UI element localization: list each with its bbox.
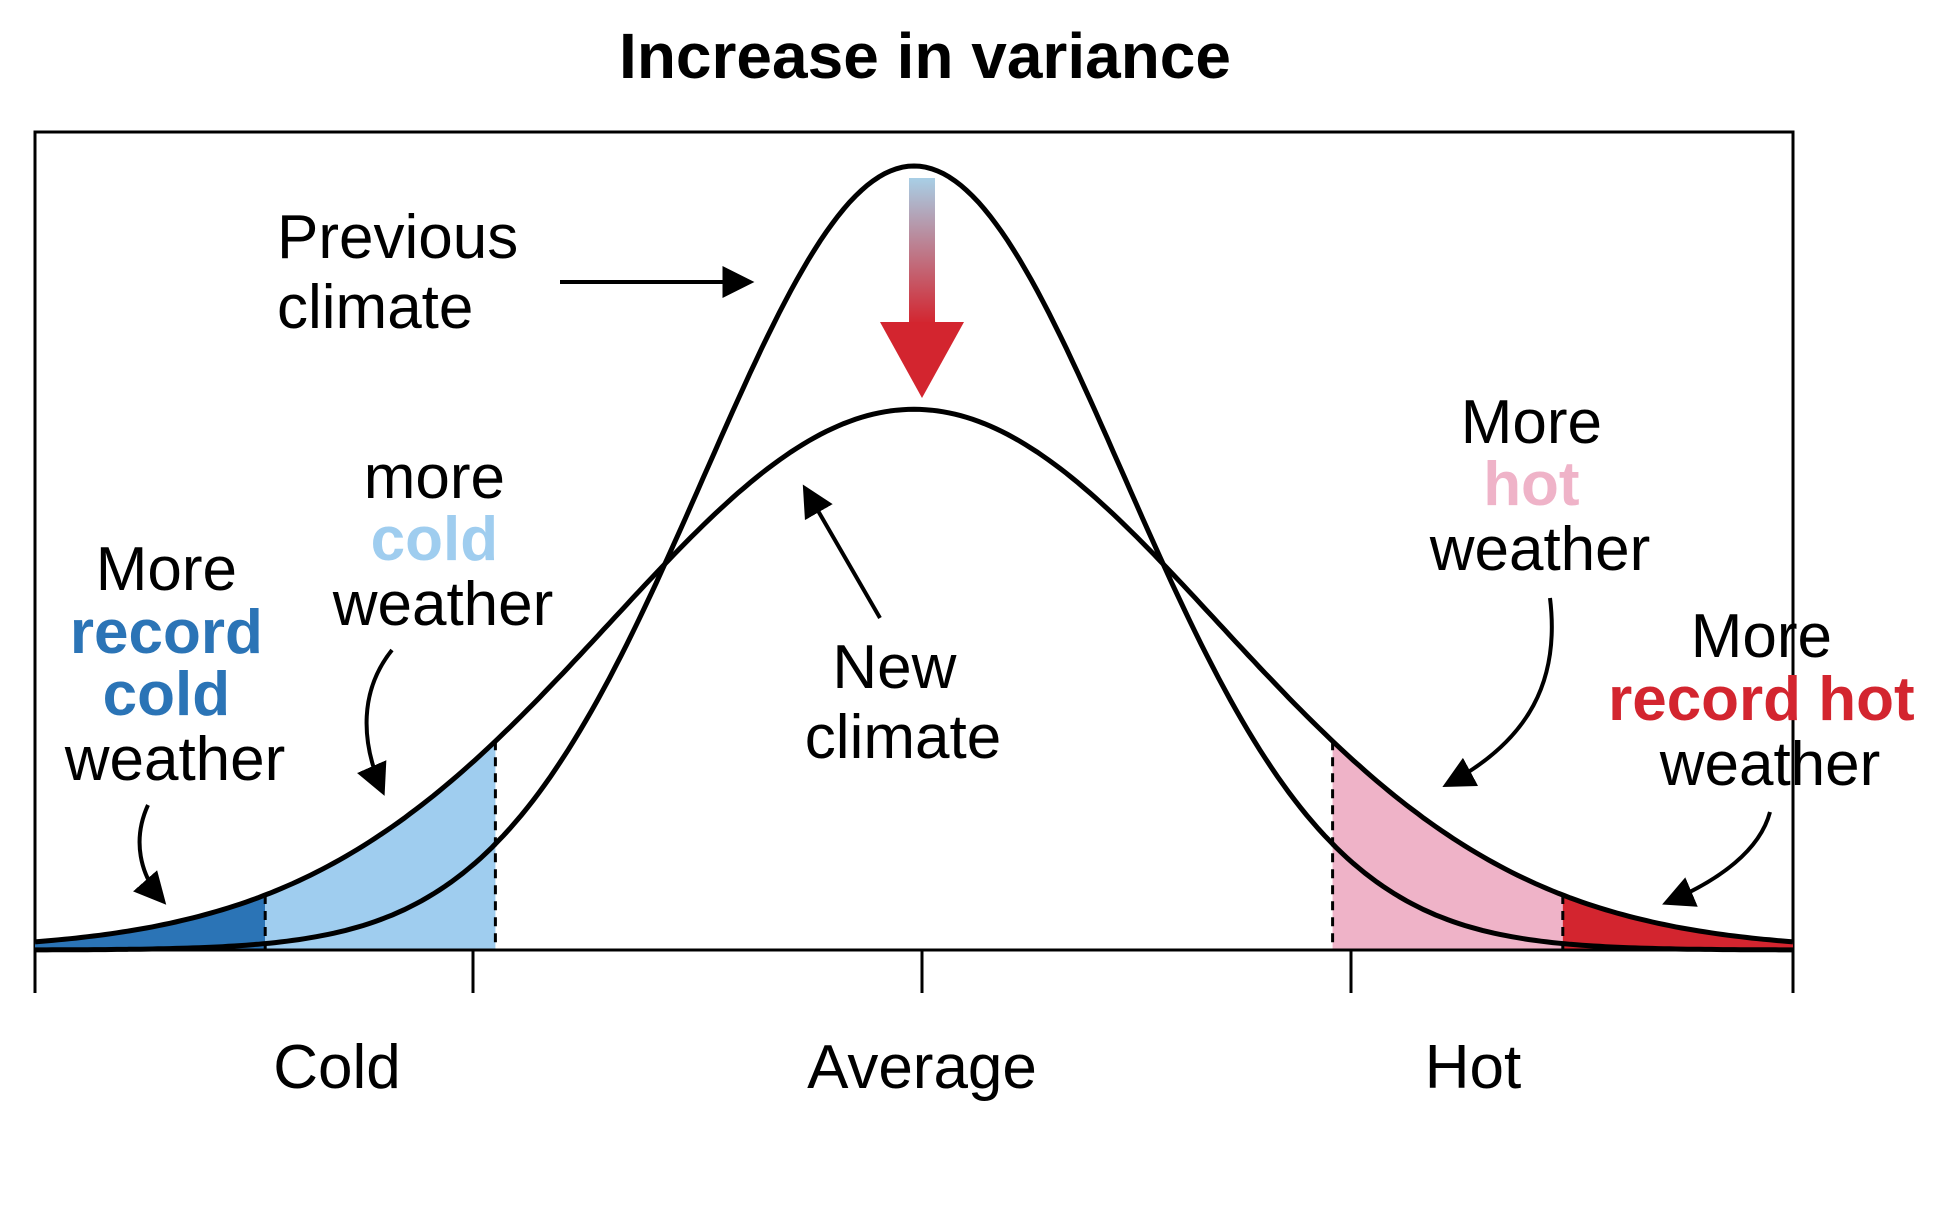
more-record-cold-arrow	[133, 804, 167, 905]
new-climate-arrow	[802, 484, 882, 620]
more-cold-label: more cold weather	[332, 443, 554, 639]
tick-label-hot: Hot	[1425, 1033, 1521, 1102]
more-record-hot-arrow	[1662, 811, 1772, 907]
more-hot-arrow	[1442, 597, 1554, 788]
previous-climate-curve	[35, 163, 1793, 953]
tick-label-cold: Cold	[273, 1033, 401, 1102]
more-record-cold-label: More record cold weather	[64, 535, 286, 794]
more-hot-label: More hot weather	[1429, 388, 1651, 584]
record-hot-region	[1562, 895, 1793, 950]
new-climate-curve	[34, 406, 1794, 945]
variance-arrow-shaft	[909, 178, 935, 324]
tick-label-average: Average	[807, 1033, 1037, 1102]
variance-arrow-head	[880, 322, 964, 398]
more-cold-arrow	[357, 648, 394, 796]
previous-climate-label: Previous climate	[277, 203, 535, 342]
new-climate-label: New climate	[805, 633, 1001, 772]
more-record-hot-label: More record hot weather	[1608, 602, 1932, 799]
record-cold-region	[35, 895, 266, 950]
diagram-title: Increase in variance	[619, 20, 1231, 92]
